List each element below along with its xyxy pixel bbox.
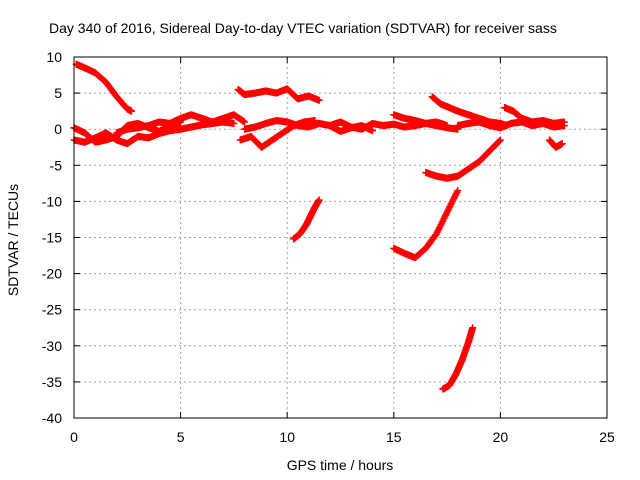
series-arc-13 [422, 136, 504, 182]
data-point [445, 205, 453, 213]
series-arc-15 [454, 118, 568, 132]
data-point [315, 196, 323, 204]
data-point [315, 96, 323, 104]
series-arc-9 [326, 118, 451, 133]
data-point [432, 230, 440, 238]
data-series-layer [70, 60, 568, 393]
data-point [128, 107, 136, 115]
series-arc-5 [234, 85, 323, 104]
x-tick-label: 20 [493, 429, 509, 445]
y-tick-label: 5 [54, 85, 62, 101]
data-point [454, 187, 462, 195]
data-point [560, 118, 568, 126]
data-point [558, 140, 566, 148]
data-point [433, 228, 441, 236]
data-point [230, 119, 238, 127]
y-tick-label: -25 [42, 302, 62, 318]
data-point [441, 213, 449, 221]
data-point [368, 127, 376, 135]
data-point [446, 202, 454, 210]
data-point [241, 118, 249, 126]
y-tick-label: -35 [42, 374, 62, 390]
x-tick-label: 15 [386, 429, 402, 445]
data-point [447, 200, 455, 208]
series-arc-17 [545, 136, 566, 151]
data-point [448, 199, 456, 207]
data-point [451, 193, 459, 201]
data-point [439, 218, 447, 226]
series-arc-4 [113, 111, 249, 137]
data-point [442, 211, 450, 219]
x-tick-label: 0 [70, 429, 78, 445]
y-tick-label: -30 [42, 338, 62, 354]
data-point [435, 225, 443, 233]
y-tick-label: 10 [46, 49, 62, 65]
plot-frame [73, 56, 608, 419]
y-tick-label: -15 [42, 230, 62, 246]
data-point [440, 214, 448, 222]
data-point [445, 204, 453, 212]
y-tick-label: -40 [42, 410, 62, 426]
series-arc-8 [290, 196, 323, 243]
data-point [453, 188, 461, 196]
series-arc-14 [439, 324, 477, 393]
data-point [435, 224, 443, 232]
data-point [439, 216, 447, 224]
data-point [434, 227, 442, 235]
data-point [437, 221, 445, 229]
data-point [496, 137, 504, 145]
series-arc-6 [236, 117, 319, 151]
y-tick-label: 0 [54, 121, 62, 137]
x-tick-label: 5 [177, 429, 185, 445]
data-point [496, 136, 504, 144]
chart-title: Day 340 of 2016, Sidereal Day-to-day VTE… [49, 20, 557, 36]
y-axis-label: SDTVAR / TECUs [5, 184, 21, 296]
data-point [451, 191, 459, 199]
data-point [449, 196, 457, 204]
series-arc-16 [501, 104, 568, 127]
series-arc-11 [390, 187, 462, 262]
data-point [450, 194, 458, 202]
grid [74, 57, 607, 418]
data-point [452, 190, 460, 198]
y-tick-label: -10 [42, 193, 62, 209]
series-arc-1 [72, 60, 136, 115]
x-tick-label: 25 [599, 429, 615, 445]
data-point [444, 207, 452, 215]
data-point [438, 219, 446, 227]
data-point [495, 138, 503, 146]
y-tick-label: -20 [42, 266, 62, 282]
data-point [442, 210, 450, 218]
data-point [443, 208, 451, 216]
tick-labels: 0 5 10 15 20 25 10 5 0 -5 -10 -15 -20 -25 -30 -35 -40 [42, 49, 615, 445]
data-point [469, 324, 477, 332]
data-point [448, 197, 456, 205]
x-tick-label: 10 [279, 429, 295, 445]
y-tick-label: -5 [50, 157, 63, 173]
x-axis-label: GPS time / hours [287, 457, 394, 473]
data-point [436, 222, 444, 230]
